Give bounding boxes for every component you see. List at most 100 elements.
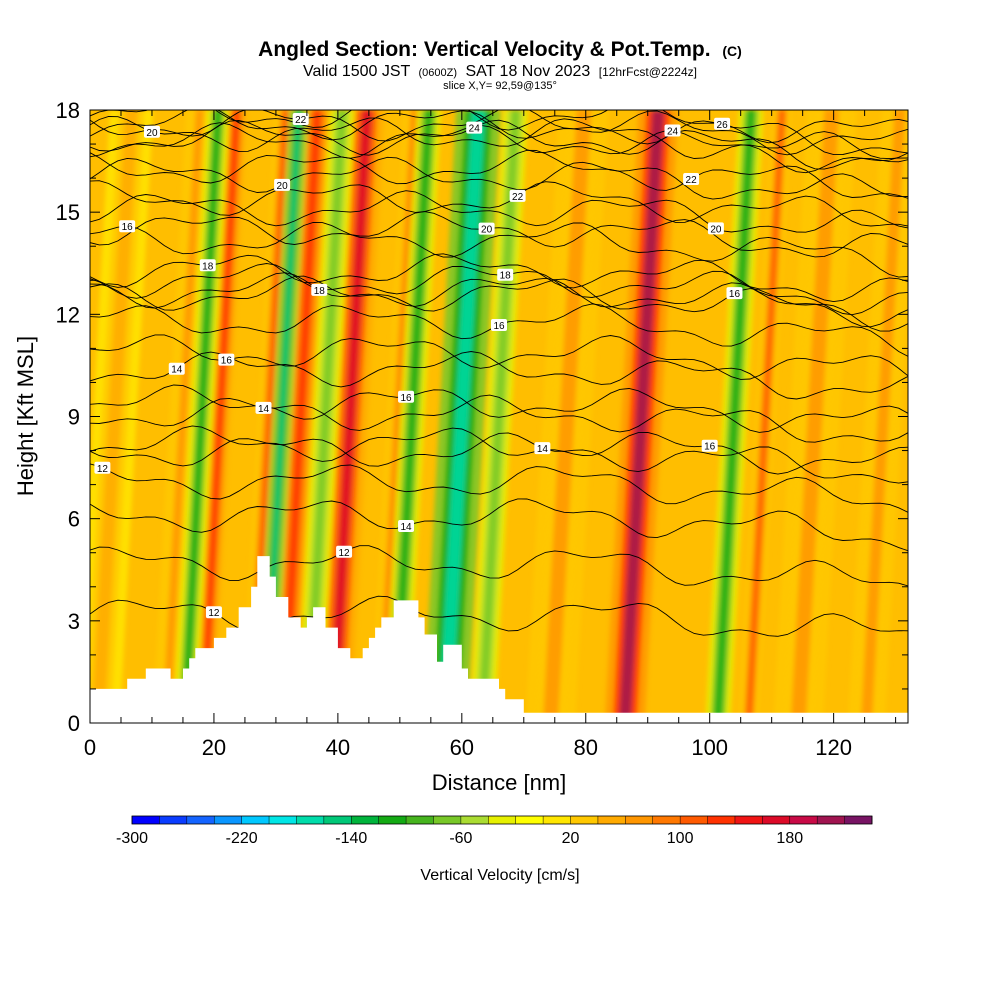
colorbar-tick-label: -220	[226, 830, 258, 847]
isentrope-label-text: 12	[339, 548, 351, 559]
y-tick-label: 6	[68, 507, 80, 532]
colorbar-swatch	[433, 816, 462, 824]
isentrope-20-16	[90, 211, 908, 258]
isentrope-18-13	[90, 272, 908, 328]
isentrope-label-21: 22	[683, 173, 700, 186]
isentrope-12-2	[90, 463, 908, 513]
isentrope-label-20: 22	[509, 189, 526, 203]
isentrope-label-text: 16	[493, 321, 505, 332]
isentrope-label-text: 20	[481, 225, 493, 236]
colorbar-swatch	[186, 816, 215, 824]
slice-info: slice X,Y= 92,59@135°	[443, 80, 557, 92]
colorbar-swatch	[652, 816, 681, 824]
isentrope-label-16: 20	[478, 222, 495, 236]
isentrope-label-text: 16	[400, 393, 412, 404]
isentrope-label-6: 14	[168, 362, 185, 376]
colorbar: -300 -220 -140 -60 20 100 180	[116, 815, 873, 847]
isentrope-label-text: 14	[400, 522, 412, 533]
isentrope-14-5	[90, 394, 908, 443]
colorbar-swatch	[570, 816, 599, 824]
isentrope-16-12	[90, 275, 908, 332]
isentrope-label-22: 22	[292, 112, 309, 126]
isentrope-20-18	[90, 156, 908, 200]
updraft-band-10	[773, 110, 857, 723]
chart-subtitle: Valid 1500 JST (0600Z) SAT 18 Nov 2023 […	[303, 63, 697, 80]
isentrope-label-12: 16	[726, 287, 743, 300]
updraft-band-8	[605, 110, 679, 723]
isentrope-label-text: 16	[221, 356, 233, 367]
y-tick-label: 0	[68, 711, 80, 736]
colorbar-swatch	[214, 816, 242, 824]
isentrope-14-4	[90, 432, 908, 484]
colorbar-swatch	[488, 816, 517, 824]
isentrope-label-text: 14	[171, 365, 183, 376]
isentrope-22-21	[90, 149, 908, 199]
subtitle-utc: (0600Z)	[418, 67, 457, 79]
subtitle-forecast: [12hrFcst@2224z]	[599, 65, 697, 79]
y-tick-label: 18	[56, 98, 80, 123]
isentrope-16-11	[90, 222, 908, 278]
isentrope-label-text: 20	[277, 181, 289, 192]
isentrope-label-10: 16	[491, 318, 507, 332]
isentrope-label-text: 22	[686, 175, 698, 186]
colorbar-swatch	[707, 816, 736, 824]
terrain	[90, 556, 908, 723]
colorbar-tick-label: 20	[562, 830, 580, 847]
isentrope-label-text: 24	[667, 127, 679, 138]
colorbar-tick-label: 180	[776, 830, 803, 847]
isentrope-label-text: 16	[704, 442, 716, 453]
colorbar-swatch	[844, 816, 873, 824]
isentrope-label-14: 18	[497, 268, 514, 282]
isentrope-label-2: 12	[94, 461, 111, 475]
x-tick-label: 40	[326, 735, 350, 760]
colorbar-tick-label: 100	[667, 830, 694, 847]
isentrope-label-text: 20	[710, 224, 722, 235]
isentrope-20-17	[90, 190, 908, 233]
isentrope-14-3	[90, 498, 908, 552]
isentrope-label-18: 20	[274, 178, 291, 192]
updraft-band-1	[152, 110, 214, 723]
isentrope-label-text: 22	[295, 115, 307, 126]
chart-title: Angled Section: Vertical Velocity & Pot.…	[258, 38, 742, 61]
isentrope-label-text: 18	[314, 286, 326, 297]
updraft-band-7	[525, 110, 609, 723]
y-axis: 0 3 6 9 12 15 18	[56, 98, 908, 736]
colorbar-swatch	[296, 816, 325, 824]
colorbar-swatch	[597, 816, 626, 824]
x-axis-label: Distance [nm]	[432, 770, 567, 795]
isentrope-label-26: 26	[714, 117, 731, 131]
isentrope-18-15	[90, 253, 908, 303]
subtitle-date: SAT 18 Nov 2023	[465, 63, 590, 80]
isentrope-label-5: 14	[255, 401, 272, 415]
chart-title-mark: (C)	[722, 43, 741, 59]
isentrope-12-1	[90, 545, 908, 587]
y-axis-label: Height [Kft MSL]	[13, 336, 38, 496]
chart-title-main: Angled Section: Vertical Velocity & Pot.…	[258, 38, 710, 61]
colorbar-swatch	[762, 816, 791, 824]
isentrope-label-text: 14	[258, 404, 270, 415]
colorbar-tick-label: -300	[116, 830, 148, 847]
isentrope-label-8: 16	[398, 390, 415, 404]
velocity-field	[90, 110, 908, 723]
downdraft-band-2	[296, 110, 355, 723]
x-axis: 0 20 40 60 80 100 120	[84, 110, 897, 760]
isentrope-20-19	[90, 116, 908, 160]
isentrope-label-1: 12	[336, 545, 353, 559]
y-tick-label: 3	[68, 609, 80, 634]
isentrope-label-text: 24	[469, 124, 481, 135]
colorbar-swatch	[159, 816, 188, 824]
isentrope-label-15: 18	[199, 259, 216, 272]
isentrope-labels: 12 12 12 14 14 14 14 16 16 16 16 16 16 18 18 18 20 20 20 20…	[94, 112, 743, 619]
isentrope-label-text: 26	[717, 120, 729, 131]
isentrope-label-9: 16	[218, 353, 235, 367]
y-tick-label: 15	[56, 200, 80, 225]
isentrope-22-22	[90, 110, 908, 156]
colorbar-tick-label: -60	[449, 830, 472, 847]
isentrope-label-4: 14	[534, 442, 551, 455]
isentrope-label-17: 20	[707, 222, 724, 235]
downdraft-band-5	[469, 110, 529, 723]
colorbar-swatch	[132, 816, 160, 824]
isentrope-label-text: 12	[208, 608, 220, 619]
colorbar-swatch	[351, 816, 379, 824]
colorbar-swatch	[406, 816, 434, 824]
